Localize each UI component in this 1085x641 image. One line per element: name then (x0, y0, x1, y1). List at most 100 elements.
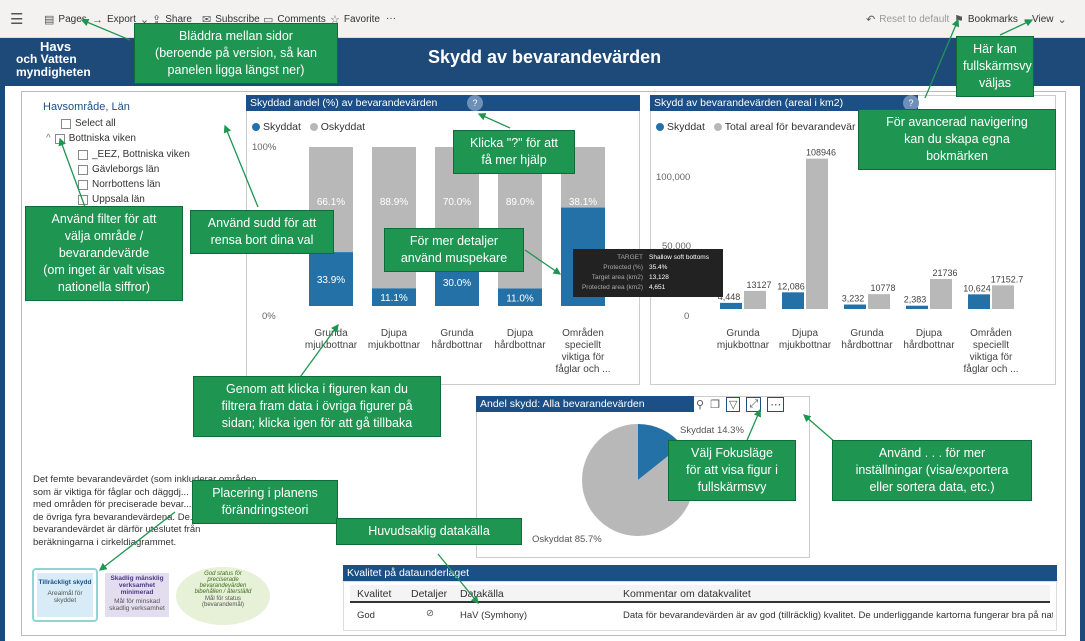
tooltip-row: TARGET Shallow soft bottoms (617, 254, 709, 261)
pie-slice-skyddat[interactable] (638, 424, 682, 480)
tooltip-row: Protected (%) 35.4% (603, 264, 668, 271)
x-tick-label: fåglar och ... (555, 363, 610, 375)
checkbox-icon (78, 194, 88, 205)
data-label-total: 10778 (870, 283, 895, 293)
chart1-help-icon[interactable]: ? (467, 95, 483, 111)
chevron-up-icon: ^ (46, 133, 51, 144)
data-label-oskyddat: 38.1% (569, 197, 597, 208)
pages-icon: ▤ (44, 14, 55, 26)
x-tick-label: Djupa (916, 328, 943, 339)
callout-focus: Välj Fokusläge för att visa figur i full… (668, 440, 796, 501)
mail-icon: ✉ (202, 14, 212, 26)
pie-svg[interactable] (580, 420, 690, 540)
legend-dot-icon (656, 123, 664, 132)
data-label-skyddat: 3,232 (842, 294, 865, 304)
chart1-svg[interactable]: 66.1% 33.9% Grunda mjukbottnar 88.9% 11.1% Dju… (246, 110, 640, 385)
cell-comment: Data för bevarandevärden är av god (till… (623, 610, 1053, 621)
bar-skyddat[interactable] (372, 288, 416, 306)
bar-total[interactable] (868, 294, 890, 309)
col-header-kvalitet[interactable]: Kvalitet (357, 588, 392, 600)
slicer-item-eez[interactable]: _EEZ, Bottniska viken (78, 149, 190, 160)
bar-skyddat[interactable] (968, 294, 990, 309)
slicer-item-select-all[interactable]: Select all (61, 118, 116, 129)
pin-icon[interactable]: ⚲ (696, 399, 705, 411)
callout-source: Huvudsaklig datakälla (336, 518, 522, 545)
x-tick-label: Djupa (792, 328, 819, 339)
pie-title: Andel skydd: Alla bevarandevärden (476, 396, 694, 412)
link-icon[interactable]: ⊘ (426, 608, 434, 619)
reset-button[interactable]: ↶ Reset to default (866, 14, 950, 26)
checkbox-icon (61, 118, 71, 129)
bar-skyddat[interactable] (498, 288, 542, 306)
chart2-svg[interactable]: 4,44813127Grundamjukbottnar12,086108946D… (650, 110, 1056, 385)
slicer-title: Havsområde, Län (43, 101, 130, 113)
data-label-skyddat: 11.0% (506, 293, 534, 304)
col-header-detaljer[interactable]: Detaljer (411, 588, 448, 600)
filter-icon[interactable]: ▽ (725, 397, 741, 412)
copy-icon[interactable]: ❐ (710, 399, 720, 411)
more-options-icon[interactable]: ⋯ (767, 397, 785, 412)
focus-mode-icon[interactable]: ⤢ (746, 397, 762, 412)
chart1-ytick-0: 0% (262, 311, 276, 322)
legend-dot-icon (252, 123, 260, 132)
legend-item-total[interactable]: Total areal för bevarandevär (713, 121, 855, 133)
bar-skyddat[interactable] (906, 305, 928, 309)
bar-total[interactable] (744, 290, 766, 309)
hamburger-menu-icon[interactable]: ☰ (10, 11, 24, 28)
export-button[interactable]: → Export ⌄ (92, 13, 150, 27)
view-button[interactable]: View ⌄ (1032, 14, 1067, 26)
x-tick-label: speciellt (973, 340, 1009, 351)
callout-fullscreen: Här kan fullskärmsvy väljas (956, 36, 1034, 97)
data-label-skyddat: 30.0% (443, 278, 471, 289)
share-icon: ⇪ (152, 14, 162, 26)
pie-slice-oskyddat[interactable] (582, 424, 690, 536)
bar-skyddat[interactable] (309, 252, 353, 306)
bar-total[interactable] (992, 285, 1014, 309)
pages-button[interactable]: ▤ Pages (44, 14, 87, 26)
chevron-down-icon: ⌄ (139, 14, 150, 26)
chart2-ytick-0: 0 (684, 311, 690, 322)
callout-more: Använd . . . för mer inställningar (visa… (832, 440, 1032, 501)
col-header-kommentar[interactable]: Kommentar om datakvalitet (623, 588, 751, 600)
legend-item-oskyddat[interactable]: Oskyddat (309, 121, 365, 133)
slicer-item-gavleborg[interactable]: Gävleborgs län (78, 164, 159, 175)
quality-title: Kvalitet på dataunderlaget (343, 565, 1057, 581)
slicer-item-norrbotten[interactable]: Norrbottens län (78, 179, 160, 190)
bar-skyddat[interactable] (720, 302, 742, 309)
x-tick-label: Grunda (440, 328, 474, 339)
arrow-right-icon: → (92, 13, 103, 26)
data-label-total: 13127 (746, 280, 771, 290)
x-tick-label: Grunda (726, 328, 760, 339)
x-tick-label: Områden (562, 327, 604, 339)
bar-skyddat[interactable] (782, 292, 804, 309)
slicer-item-uppsala[interactable]: Uppsala län (78, 194, 145, 205)
legend-dot-icon (713, 123, 722, 132)
chart1-legend: Skyddat Oskyddat (252, 121, 365, 133)
theory-box-status: God status för preciserade bevarandevärd… (176, 567, 270, 625)
x-tick-label: fåglar och ... (963, 363, 1018, 375)
favorite-button[interactable]: ☆ Favorite (330, 14, 380, 26)
more-options-button[interactable]: ··· (386, 13, 396, 24)
data-label-oskyddat: 70.0% (443, 197, 471, 208)
callout-theory: Placering i planens förändringsteori (192, 480, 338, 524)
bar-skyddat[interactable] (844, 304, 866, 309)
x-tick-label: Områden (970, 327, 1012, 339)
callout-help: Klicka "?" för att få mer hjälp (453, 130, 575, 174)
x-tick-label: hårdbottnar (903, 339, 955, 351)
legend-item-skyddat[interactable]: Skyddat (252, 121, 301, 133)
callout-filter: Använd filter för att välja område / bev… (25, 206, 183, 301)
bar-total[interactable] (806, 158, 828, 309)
share-button[interactable]: ⇪ Share (152, 14, 192, 26)
callout-crossfilter: Genom att klicka i figuren kan du filtre… (193, 376, 441, 437)
comments-button[interactable]: ▭ Comments (263, 14, 326, 26)
data-label-total: 21736 (932, 268, 957, 278)
data-label-oskyddat: 66.1% (317, 197, 345, 208)
chart2-ytick-50000: 50,000 (662, 241, 692, 252)
chart1-title: Skyddad andel (%) av bevarandevärden (246, 95, 640, 111)
subscribe-button[interactable]: ✉ Subscribe (202, 14, 260, 26)
legend-item-skyddat[interactable]: Skyddat (656, 121, 705, 133)
tooltip-row: Target area (km2) 13,128 (591, 274, 669, 281)
chart2-help-icon[interactable]: ? (903, 95, 919, 111)
bar-total[interactable] (930, 279, 952, 309)
